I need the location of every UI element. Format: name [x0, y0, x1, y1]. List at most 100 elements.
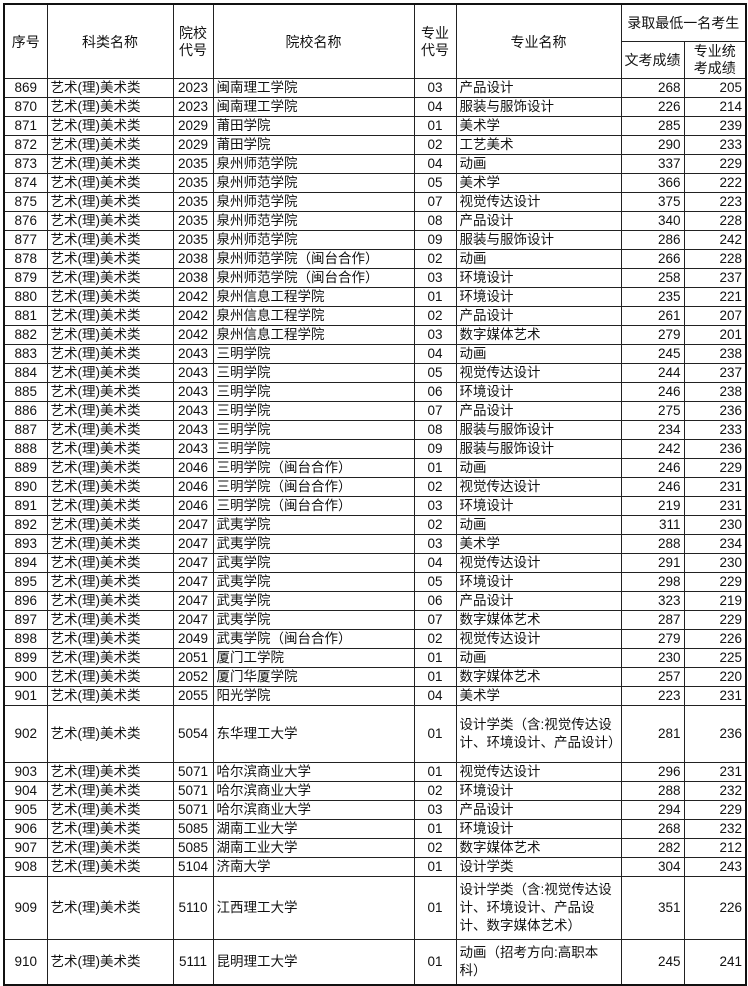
cell-seq: 878	[3, 249, 48, 269]
cell-culture-score: 286	[620, 230, 685, 250]
cell-category: 艺术(理)美术类	[46, 154, 174, 174]
cell-major-code: 06	[413, 591, 457, 611]
table-row: 881 艺术(理)美术类 2042 泉州信息工程学院 02 产品设计 261 207	[3, 306, 747, 326]
cell-art-score: 226	[683, 629, 747, 649]
cell-school-name: 阳光学院	[212, 686, 415, 706]
cell-seq: 889	[3, 458, 48, 478]
cell-school-code: 5071	[172, 781, 214, 801]
cell-school-name: 泉州师范学院（闽台合作）	[212, 268, 415, 288]
cell-art-score: 232	[683, 819, 747, 839]
cell-seq: 883	[3, 344, 48, 364]
cell-art-score: 238	[683, 382, 747, 402]
cell-school-code: 5110	[172, 876, 214, 940]
cell-art-score: 231	[683, 477, 747, 497]
cell-major-name: 服装与服饰设计	[455, 230, 622, 250]
table-row: 893 艺术(理)美术类 2047 武夷学院 03 美术学 288 234	[3, 534, 747, 554]
cell-school-name: 湖南工业大学	[212, 819, 415, 839]
cell-major-code: 07	[413, 401, 457, 421]
cell-school-name: 湖南工业大学	[212, 838, 415, 858]
cell-major-name: 环境设计	[455, 496, 622, 516]
admission-score-table: 序号 科类名称 院校代号 院校名称 专业代号 专业名称 录取最低一名考生 文考成…	[3, 3, 747, 986]
cell-major-code: 03	[413, 534, 457, 554]
cell-art-score: 239	[683, 116, 747, 136]
cell-major-name: 动画	[455, 515, 622, 535]
cell-art-score: 236	[683, 705, 747, 763]
cell-category: 艺术(理)美术类	[46, 857, 174, 877]
cell-art-score: 221	[683, 287, 747, 307]
table-row: 874 艺术(理)美术类 2035 泉州师范学院 05 美术学 366 222	[3, 173, 747, 193]
cell-seq: 907	[3, 838, 48, 858]
cell-school-name: 厦门华厦学院	[212, 667, 415, 687]
cell-seq: 873	[3, 154, 48, 174]
cell-art-score: 230	[683, 553, 747, 573]
table-row: 883 艺术(理)美术类 2043 三明学院 04 动画 245 238	[3, 344, 747, 364]
cell-major-code: 01	[413, 667, 457, 687]
cell-school-name: 泉州师范学院	[212, 154, 415, 174]
cell-major-name: 产品设计	[455, 306, 622, 326]
cell-major-code: 09	[413, 439, 457, 459]
cell-school-name: 武夷学院（闽台合作）	[212, 629, 415, 649]
cell-major-name: 动画	[455, 458, 622, 478]
cell-category: 艺术(理)美术类	[46, 629, 174, 649]
table-row: 897 艺术(理)美术类 2047 武夷学院 07 数字媒体艺术 287 229	[3, 610, 747, 630]
cell-major-code: 09	[413, 230, 457, 250]
cell-art-score: 229	[683, 610, 747, 630]
cell-art-score: 225	[683, 648, 747, 668]
cell-school-name: 泉州信息工程学院	[212, 325, 415, 345]
cell-culture-score: 279	[620, 629, 685, 649]
cell-school-code: 5071	[172, 762, 214, 782]
cell-school-name: 三明学院	[212, 401, 415, 421]
cell-category: 艺术(理)美术类	[46, 401, 174, 421]
cell-major-code: 01	[413, 287, 457, 307]
cell-culture-score: 288	[620, 781, 685, 801]
cell-category: 艺术(理)美术类	[46, 306, 174, 326]
cell-school-code: 5085	[172, 819, 214, 839]
cell-school-name: 三明学院（闽台合作）	[212, 496, 415, 516]
cell-seq: 910	[3, 939, 48, 985]
cell-culture-score: 323	[620, 591, 685, 611]
table-row: 877 艺术(理)美术类 2035 泉州师范学院 09 服装与服饰设计 286 242	[3, 230, 747, 250]
cell-school-name: 武夷学院	[212, 534, 415, 554]
cell-major-name: 美术学	[455, 534, 622, 554]
cell-major-code: 02	[413, 781, 457, 801]
cell-culture-score: 257	[620, 667, 685, 687]
cell-school-name: 东华理工大学	[212, 705, 415, 763]
cell-seq: 880	[3, 287, 48, 307]
cell-major-code: 01	[413, 876, 457, 940]
cell-major-code: 02	[413, 629, 457, 649]
table-row: 876 艺术(理)美术类 2035 泉州师范学院 08 产品设计 340 228	[3, 211, 747, 231]
cell-school-code: 2049	[172, 629, 214, 649]
cell-art-score: 229	[683, 572, 747, 592]
cell-art-score: 231	[683, 686, 747, 706]
cell-school-name: 武夷学院	[212, 610, 415, 630]
cell-seq: 869	[3, 78, 48, 98]
cell-school-code: 2043	[172, 401, 214, 421]
cell-school-name: 三明学院	[212, 382, 415, 402]
cell-culture-score: 287	[620, 610, 685, 630]
table-row: 890 艺术(理)美术类 2046 三明学院（闽台合作） 02 视觉传达设计 246 231	[3, 477, 747, 497]
cell-category: 艺术(理)美术类	[46, 382, 174, 402]
cell-art-score: 229	[683, 458, 747, 478]
cell-school-code: 5071	[172, 800, 214, 820]
header-art-score: 专业统考成绩	[683, 41, 747, 79]
cell-category: 艺术(理)美术类	[46, 610, 174, 630]
cell-major-code: 03	[413, 496, 457, 516]
table-row: 886 艺术(理)美术类 2043 三明学院 07 产品设计 275 236	[3, 401, 747, 421]
cell-seq: 877	[3, 230, 48, 250]
cell-art-score: 205	[683, 78, 747, 98]
table-row: 901 艺术(理)美术类 2055 阳光学院 04 美术学 223 231	[3, 686, 747, 706]
cell-major-name: 动画	[455, 154, 622, 174]
cell-seq: 892	[3, 515, 48, 535]
cell-category: 艺术(理)美术类	[46, 477, 174, 497]
cell-major-name: 数字媒体艺术	[455, 610, 622, 630]
table-row: 905 艺术(理)美术类 5071 哈尔滨商业大学 03 产品设计 294 229	[3, 800, 747, 820]
table-row: 871 艺术(理)美术类 2029 莆田学院 01 美术学 285 239	[3, 116, 747, 136]
cell-art-score: 236	[683, 401, 747, 421]
cell-school-code: 2035	[172, 154, 214, 174]
cell-school-code: 2023	[172, 97, 214, 117]
table-row: 894 艺术(理)美术类 2047 武夷学院 04 视觉传达设计 291 230	[3, 553, 747, 573]
cell-culture-score: 282	[620, 838, 685, 858]
cell-major-code: 04	[413, 553, 457, 573]
cell-culture-score: 366	[620, 173, 685, 193]
cell-major-code: 08	[413, 420, 457, 440]
